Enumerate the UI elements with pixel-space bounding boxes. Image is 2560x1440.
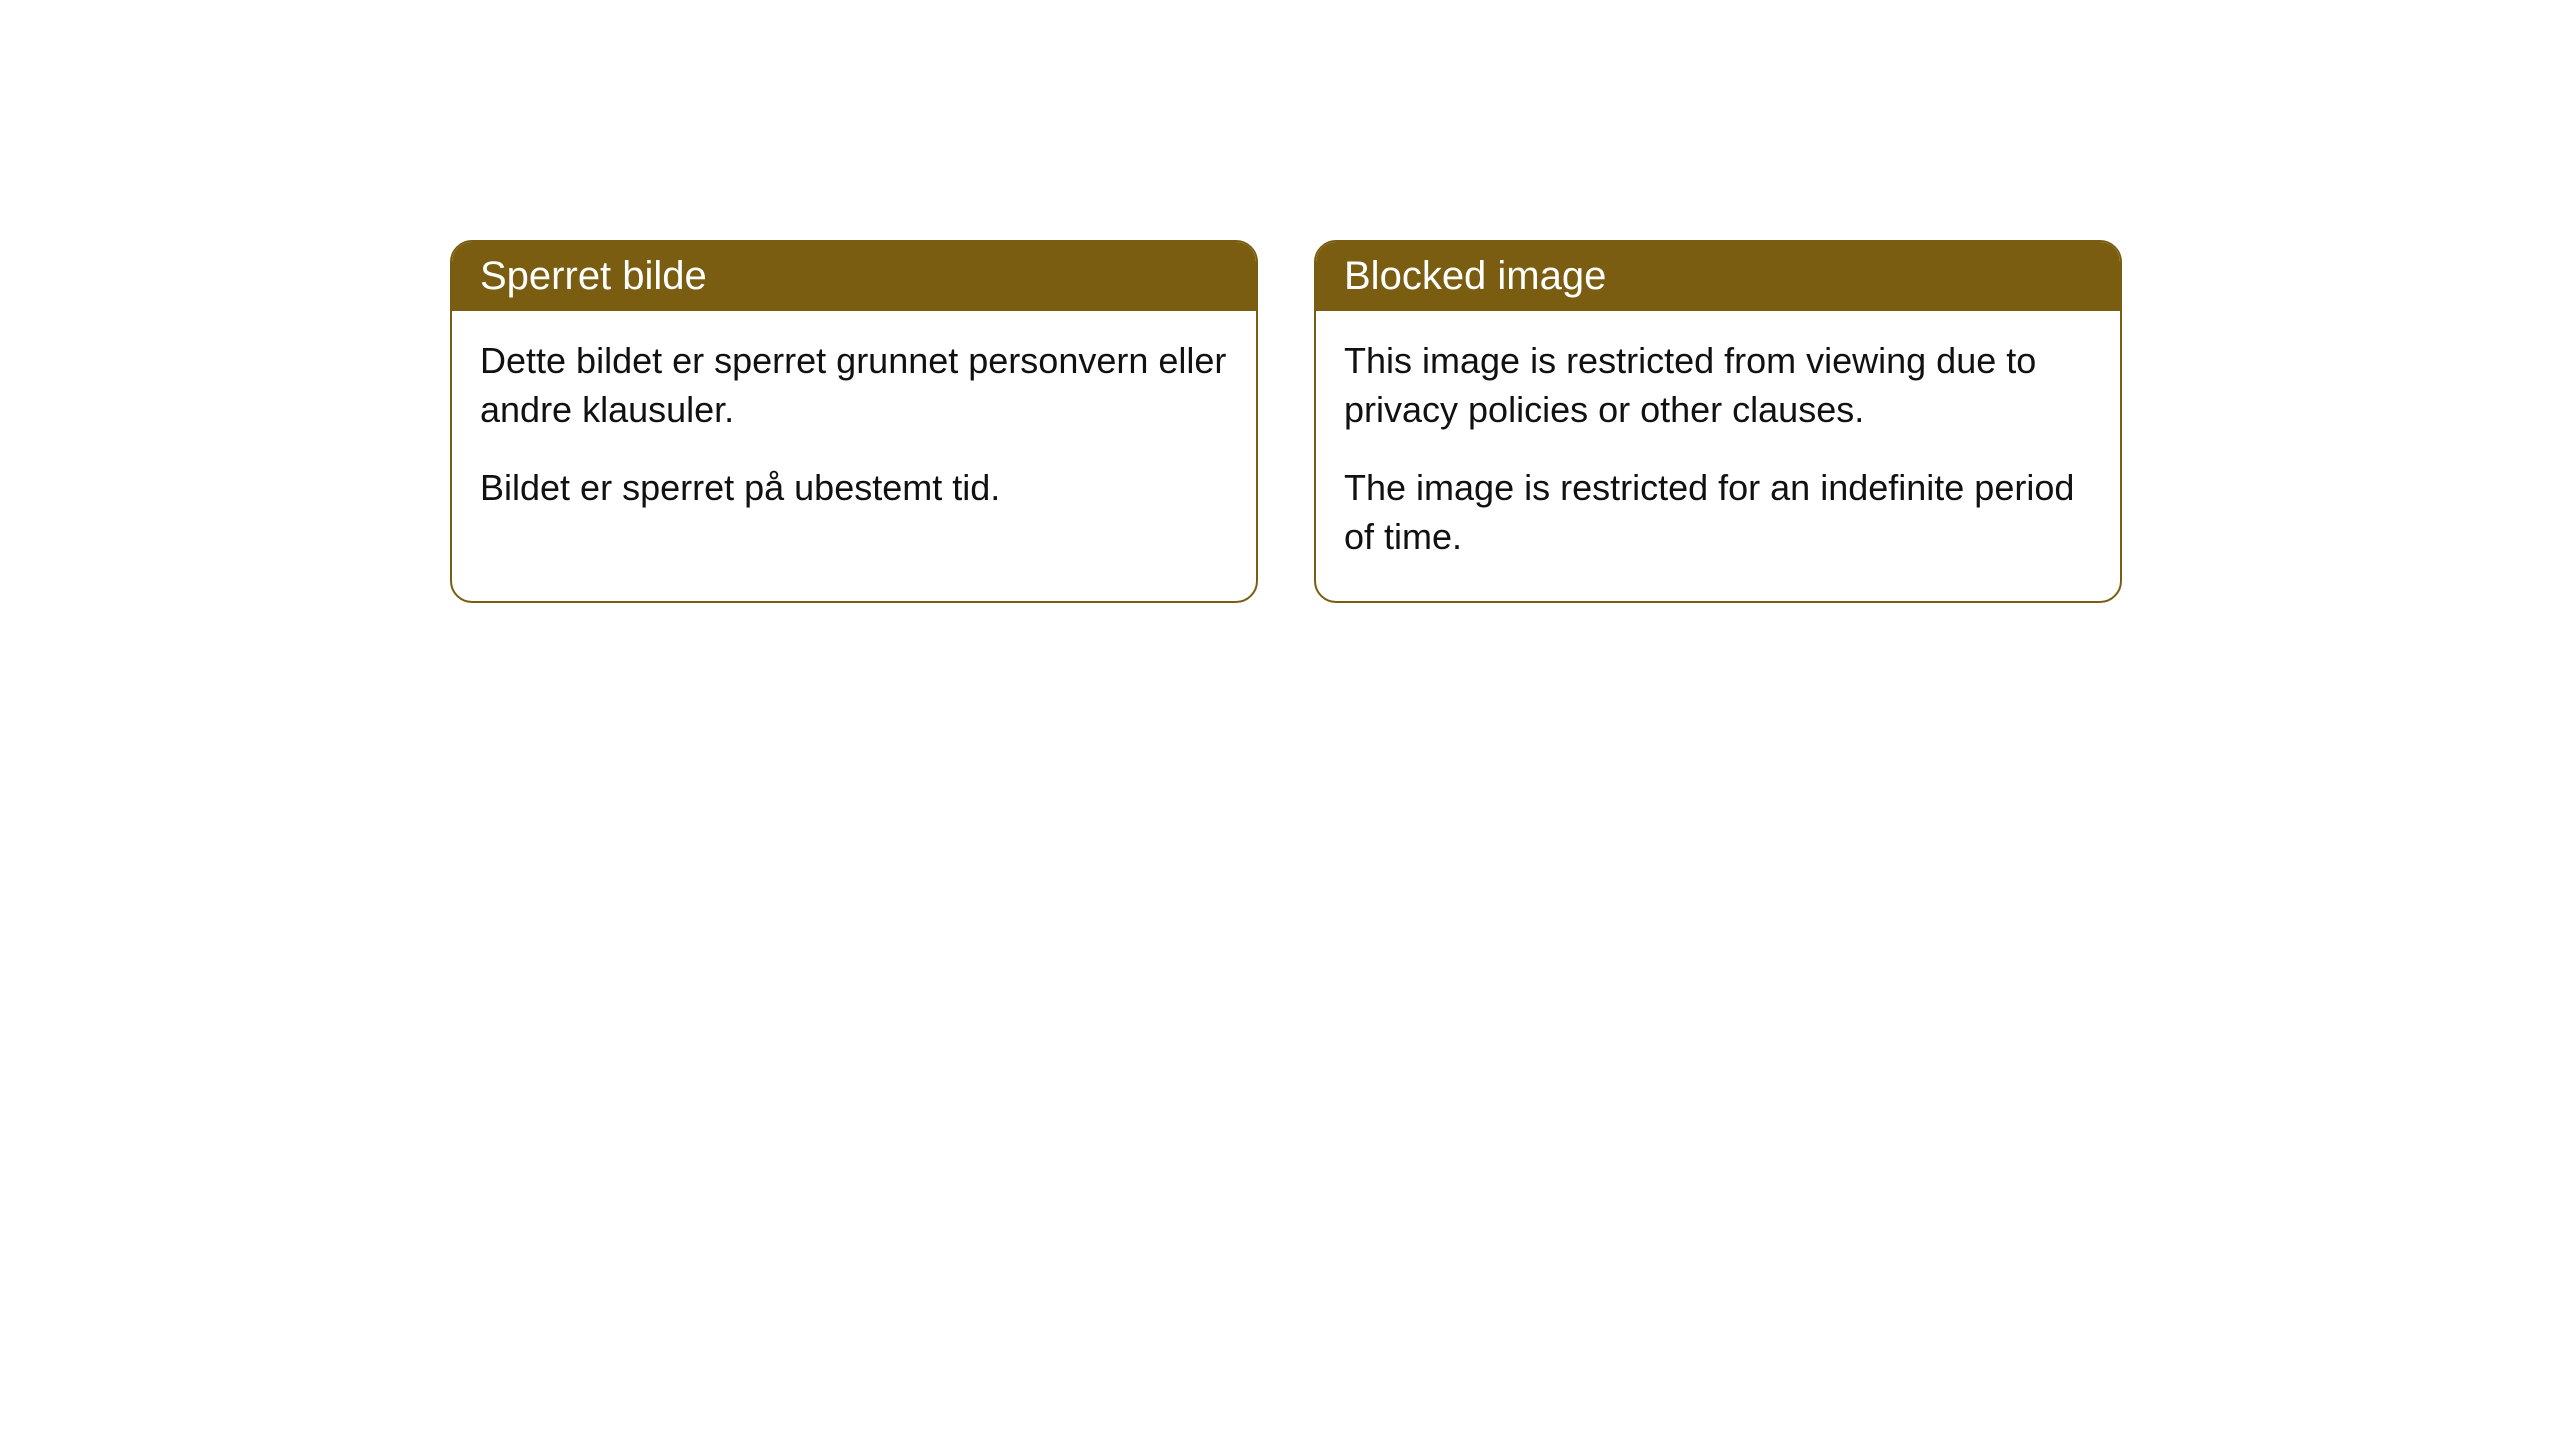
- card-paragraph-2: The image is restricted for an indefinit…: [1344, 464, 2092, 561]
- card-header-english: Blocked image: [1316, 242, 2120, 311]
- card-title: Blocked image: [1344, 254, 1606, 298]
- card-paragraph-2: Bildet er sperret på ubestemt tid.: [480, 464, 1228, 513]
- card-title: Sperret bilde: [480, 254, 707, 298]
- card-paragraph-1: This image is restricted from viewing du…: [1344, 337, 2092, 434]
- blocked-image-card-english: Blocked image This image is restricted f…: [1314, 240, 2122, 603]
- card-body-english: This image is restricted from viewing du…: [1316, 311, 2120, 601]
- card-body-norwegian: Dette bildet er sperret grunnet personve…: [452, 311, 1256, 553]
- card-paragraph-1: Dette bildet er sperret grunnet personve…: [480, 337, 1228, 434]
- cards-container: Sperret bilde Dette bildet er sperret gr…: [450, 240, 2122, 603]
- blocked-image-card-norwegian: Sperret bilde Dette bildet er sperret gr…: [450, 240, 1258, 603]
- card-header-norwegian: Sperret bilde: [452, 242, 1256, 311]
